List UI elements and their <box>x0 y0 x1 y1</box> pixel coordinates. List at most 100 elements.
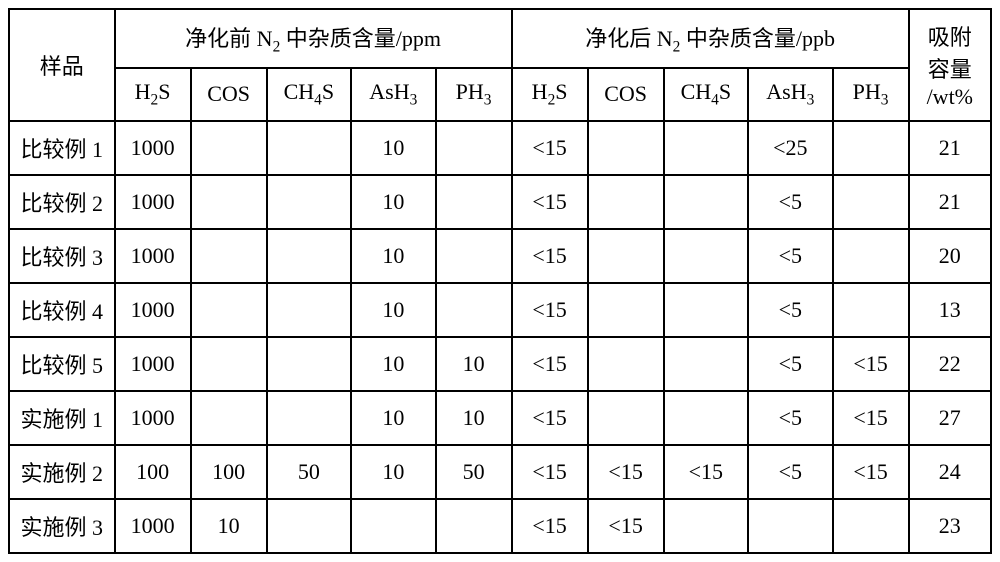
before-cell: 1000 <box>115 283 191 337</box>
header-before-group: 净化前 N2 中杂质含量/ppm <box>115 9 512 68</box>
sample-name: 实施例 2 <box>9 445 115 499</box>
after-cell: <5 <box>748 391 832 445</box>
after-cell <box>833 229 909 283</box>
capacity-line1: 吸附 <box>928 25 972 50</box>
before-cell: 10 <box>351 229 435 283</box>
before-cell <box>267 229 351 283</box>
before-cell: 10 <box>436 391 512 445</box>
table-row: 比较例 21000 10 <15 <5 21 <box>9 175 991 229</box>
col-cos-before: COS <box>191 68 267 121</box>
after-cell <box>588 229 664 283</box>
before-cell <box>267 499 351 553</box>
before-cell <box>191 337 267 391</box>
before-cell: 10 <box>351 121 435 175</box>
after-cell: <15 <box>512 175 588 229</box>
sample-name: 实施例 3 <box>9 499 115 553</box>
before-cell <box>436 121 512 175</box>
after-cell: <15 <box>512 445 588 499</box>
sample-name: 比较例 5 <box>9 337 115 391</box>
before-cell: 10 <box>191 499 267 553</box>
after-cell <box>833 283 909 337</box>
capacity-cell: 20 <box>909 229 991 283</box>
before-cell <box>191 229 267 283</box>
before-cell: 1000 <box>115 175 191 229</box>
table-row: 比较例 31000 10 <15 <5 20 <box>9 229 991 283</box>
table-body: 比较例 1100010<15<2521比较例 2100010<15<521比较例… <box>9 121 991 553</box>
before-cell: 1000 <box>115 121 191 175</box>
header-sample: 样品 <box>9 9 115 121</box>
after-cell: <15 <box>833 445 909 499</box>
capacity-line3: /wt% <box>927 84 973 109</box>
before-cell: 10 <box>351 445 435 499</box>
capacity-cell: 24 <box>909 445 991 499</box>
table-row: 比较例 510001010<15<5<1522 <box>9 337 991 391</box>
header-before-text: 净化前 N2 中杂质含量/ppm <box>185 26 441 51</box>
before-cell: 1000 <box>115 391 191 445</box>
after-cell: <15 <box>512 229 588 283</box>
impurity-table: 样品 净化前 N2 中杂质含量/ppm 净化后 N2 中杂质含量/ppb 吸附 … <box>8 8 992 554</box>
after-cell: <15 <box>588 445 664 499</box>
before-cell <box>267 121 351 175</box>
after-cell <box>664 337 748 391</box>
after-cell <box>664 229 748 283</box>
before-cell: 10 <box>351 337 435 391</box>
sample-name: 比较例 2 <box>9 175 115 229</box>
before-cell <box>436 283 512 337</box>
before-cell: 10 <box>351 175 435 229</box>
col-ash3-after: AsH3 <box>748 68 832 121</box>
capacity-cell: 13 <box>909 283 991 337</box>
after-cell <box>664 283 748 337</box>
table-row: 实施例 3100010<15<1523 <box>9 499 991 553</box>
capacity-cell: 22 <box>909 337 991 391</box>
before-cell: 50 <box>267 445 351 499</box>
before-cell: 10 <box>351 391 435 445</box>
after-cell: <15 <box>512 499 588 553</box>
before-cell: 1000 <box>115 337 191 391</box>
header-row-2: H2S COS CH4S AsH3 PH3 H2S COS CH4S AsH3 … <box>9 68 991 121</box>
after-cell <box>664 391 748 445</box>
sample-name: 比较例 1 <box>9 121 115 175</box>
after-cell: <5 <box>748 283 832 337</box>
col-h2s-after: H2S <box>512 68 588 121</box>
capacity-cell: 23 <box>909 499 991 553</box>
before-cell: 1000 <box>115 229 191 283</box>
after-cell: <15 <box>512 283 588 337</box>
after-cell: <5 <box>748 175 832 229</box>
sample-name: 比较例 3 <box>9 229 115 283</box>
header-row-1: 样品 净化前 N2 中杂质含量/ppm 净化后 N2 中杂质含量/ppb 吸附 … <box>9 9 991 68</box>
before-cell <box>267 337 351 391</box>
before-cell <box>191 121 267 175</box>
table-row: 实施例 2100100501050<15<15<15<5<1524 <box>9 445 991 499</box>
before-cell <box>191 391 267 445</box>
before-cell <box>267 391 351 445</box>
after-cell <box>588 337 664 391</box>
capacity-line2: 容量 <box>928 57 972 82</box>
header-after-group: 净化后 N2 中杂质含量/ppb <box>512 9 909 68</box>
after-cell: <15 <box>512 391 588 445</box>
before-cell: 10 <box>351 283 435 337</box>
before-cell: 10 <box>436 337 512 391</box>
after-cell: <15 <box>588 499 664 553</box>
after-cell: <5 <box>748 229 832 283</box>
before-cell <box>191 283 267 337</box>
table-row: 比较例 41000 10 <15 <5 13 <box>9 283 991 337</box>
after-cell: <15 <box>664 445 748 499</box>
before-cell <box>351 499 435 553</box>
after-cell <box>588 175 664 229</box>
after-cell: <25 <box>748 121 832 175</box>
sample-name: 比较例 4 <box>9 283 115 337</box>
sample-name: 实施例 1 <box>9 391 115 445</box>
after-cell: <15 <box>512 337 588 391</box>
after-cell <box>588 121 664 175</box>
capacity-cell: 27 <box>909 391 991 445</box>
col-ph3-before: PH3 <box>436 68 512 121</box>
capacity-cell: 21 <box>909 175 991 229</box>
after-cell: <5 <box>748 445 832 499</box>
col-ph3-after: PH3 <box>833 68 909 121</box>
col-ch4s-after: CH4S <box>664 68 748 121</box>
after-cell <box>833 499 909 553</box>
after-cell <box>664 175 748 229</box>
col-ch4s-before: CH4S <box>267 68 351 121</box>
col-ash3-before: AsH3 <box>351 68 435 121</box>
header-capacity: 吸附 容量 /wt% <box>909 9 991 121</box>
